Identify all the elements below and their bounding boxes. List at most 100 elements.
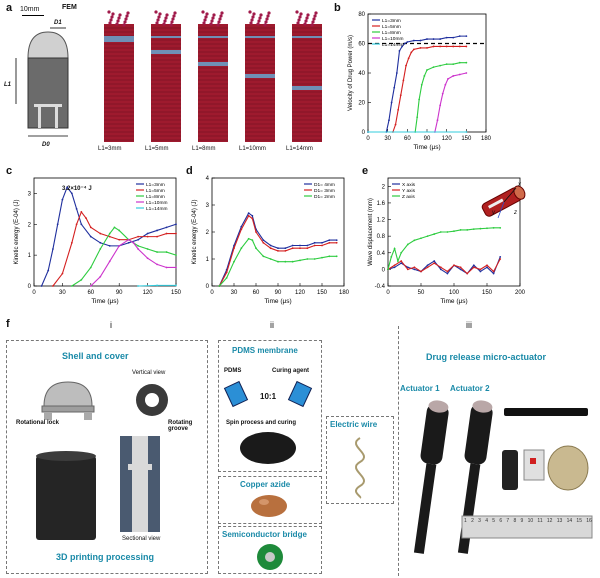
data-point [118, 229, 121, 232]
data-point [420, 83, 423, 86]
x-axis-label: Time (μs) [440, 298, 467, 305]
data-point [70, 241, 73, 244]
data-point [436, 119, 439, 122]
data-point [403, 42, 406, 45]
fem-simulations [96, 8, 331, 158]
data-point [447, 78, 449, 80]
x-axis-label: Time (μs) [264, 298, 291, 305]
data-point [156, 229, 158, 232]
data-point [413, 239, 416, 242]
y-tick-label: 0 [206, 284, 210, 290]
data-point [66, 186, 69, 189]
data-point [156, 284, 158, 287]
data-point [80, 278, 83, 281]
x-axis-label: Time (μs) [413, 144, 440, 151]
fem-cylinder [292, 10, 322, 142]
y-tick-label: 0 [362, 130, 366, 136]
y-tick-label: 80 [358, 12, 365, 18]
data-point [70, 285, 73, 287]
data-point [393, 247, 396, 250]
data-point [406, 41, 409, 43]
fem-caption: L1=10mm [239, 146, 266, 152]
ruler-tick: 12 [546, 518, 553, 524]
data-point [306, 258, 309, 260]
data-point [132, 241, 135, 244]
data-point [397, 108, 400, 111]
section-label-ii: ii [270, 320, 274, 330]
data-point [472, 264, 475, 267]
legend-entry: L1=8mm [146, 194, 165, 200]
data-point [251, 214, 254, 217]
panel-label-d: d [186, 165, 193, 177]
data-point [426, 235, 429, 238]
data-point [113, 226, 116, 229]
legend-entry: D1= 2mm [314, 194, 335, 200]
scale-bar [22, 15, 44, 16]
data-point [146, 257, 149, 260]
data-point [218, 285, 221, 287]
data-point [127, 241, 130, 244]
actuator-1-label: Actuator 1 [400, 384, 440, 393]
data-point [452, 63, 455, 66]
x-tick-label: 30 [231, 290, 238, 296]
spin-label: Spin process and curing [226, 420, 297, 426]
data-point [393, 266, 396, 269]
y-axis-label: Velocity of Drug Power (m/s) [348, 35, 354, 111]
ruler-tick: 16 [586, 518, 592, 524]
data-point [70, 192, 73, 195]
data-point [499, 226, 502, 229]
data-point [445, 45, 448, 48]
data-point [291, 247, 294, 250]
data-point [445, 36, 448, 39]
data-point [458, 73, 461, 76]
data-point [118, 238, 121, 241]
data-point [277, 247, 279, 250]
data-point [398, 49, 401, 52]
y-tick-label: 40 [358, 71, 365, 77]
x-tick-label: 0 [210, 290, 214, 296]
capsule-orientation-illustration [481, 185, 526, 219]
data-point [499, 258, 502, 260]
data-point [156, 263, 158, 266]
data-point [165, 226, 168, 229]
legend-entry: Z axis [402, 194, 415, 200]
x-tick-label: 90 [275, 290, 282, 296]
data-point [137, 285, 140, 287]
curing-agent-label: Curing agent [272, 368, 309, 374]
y-tick-label: 0 [382, 267, 386, 273]
data-point [439, 38, 442, 40]
data-point [99, 241, 102, 244]
data-point [89, 226, 92, 229]
data-point [251, 239, 254, 241]
data-point [439, 266, 442, 269]
data-point [419, 47, 422, 49]
ruler-tick: 11 [537, 518, 543, 524]
x-tick-label: 60 [404, 136, 411, 142]
data-point [52, 285, 54, 287]
data-point [413, 268, 416, 271]
data-point [156, 251, 158, 253]
data-point [452, 45, 455, 48]
data-point [75, 207, 78, 210]
panel-label-f: f [6, 318, 10, 330]
series-line [218, 212, 337, 287]
data-point [367, 131, 369, 133]
series-line [368, 45, 467, 133]
panel-label-a: a [6, 2, 13, 14]
data-point [165, 266, 168, 269]
data-point [400, 262, 403, 265]
data-point [459, 268, 462, 271]
x-tick-label: 180 [481, 136, 492, 142]
pdms-label: PDMS [224, 368, 242, 374]
y-tick-label: 3 [206, 203, 210, 209]
section-divider [398, 326, 399, 576]
panel-label-c: c [6, 165, 13, 177]
chart-velocity: 0 30 60 90 120 150 180 0 20 40 60 80 Time (μs) Veloci… [348, 12, 492, 151]
box-electric-wire [326, 416, 394, 504]
data-point [479, 227, 482, 230]
data-point [80, 211, 83, 213]
series-line [387, 256, 501, 275]
data-point [80, 223, 83, 226]
data-point [433, 262, 436, 265]
data-point [400, 260, 403, 262]
